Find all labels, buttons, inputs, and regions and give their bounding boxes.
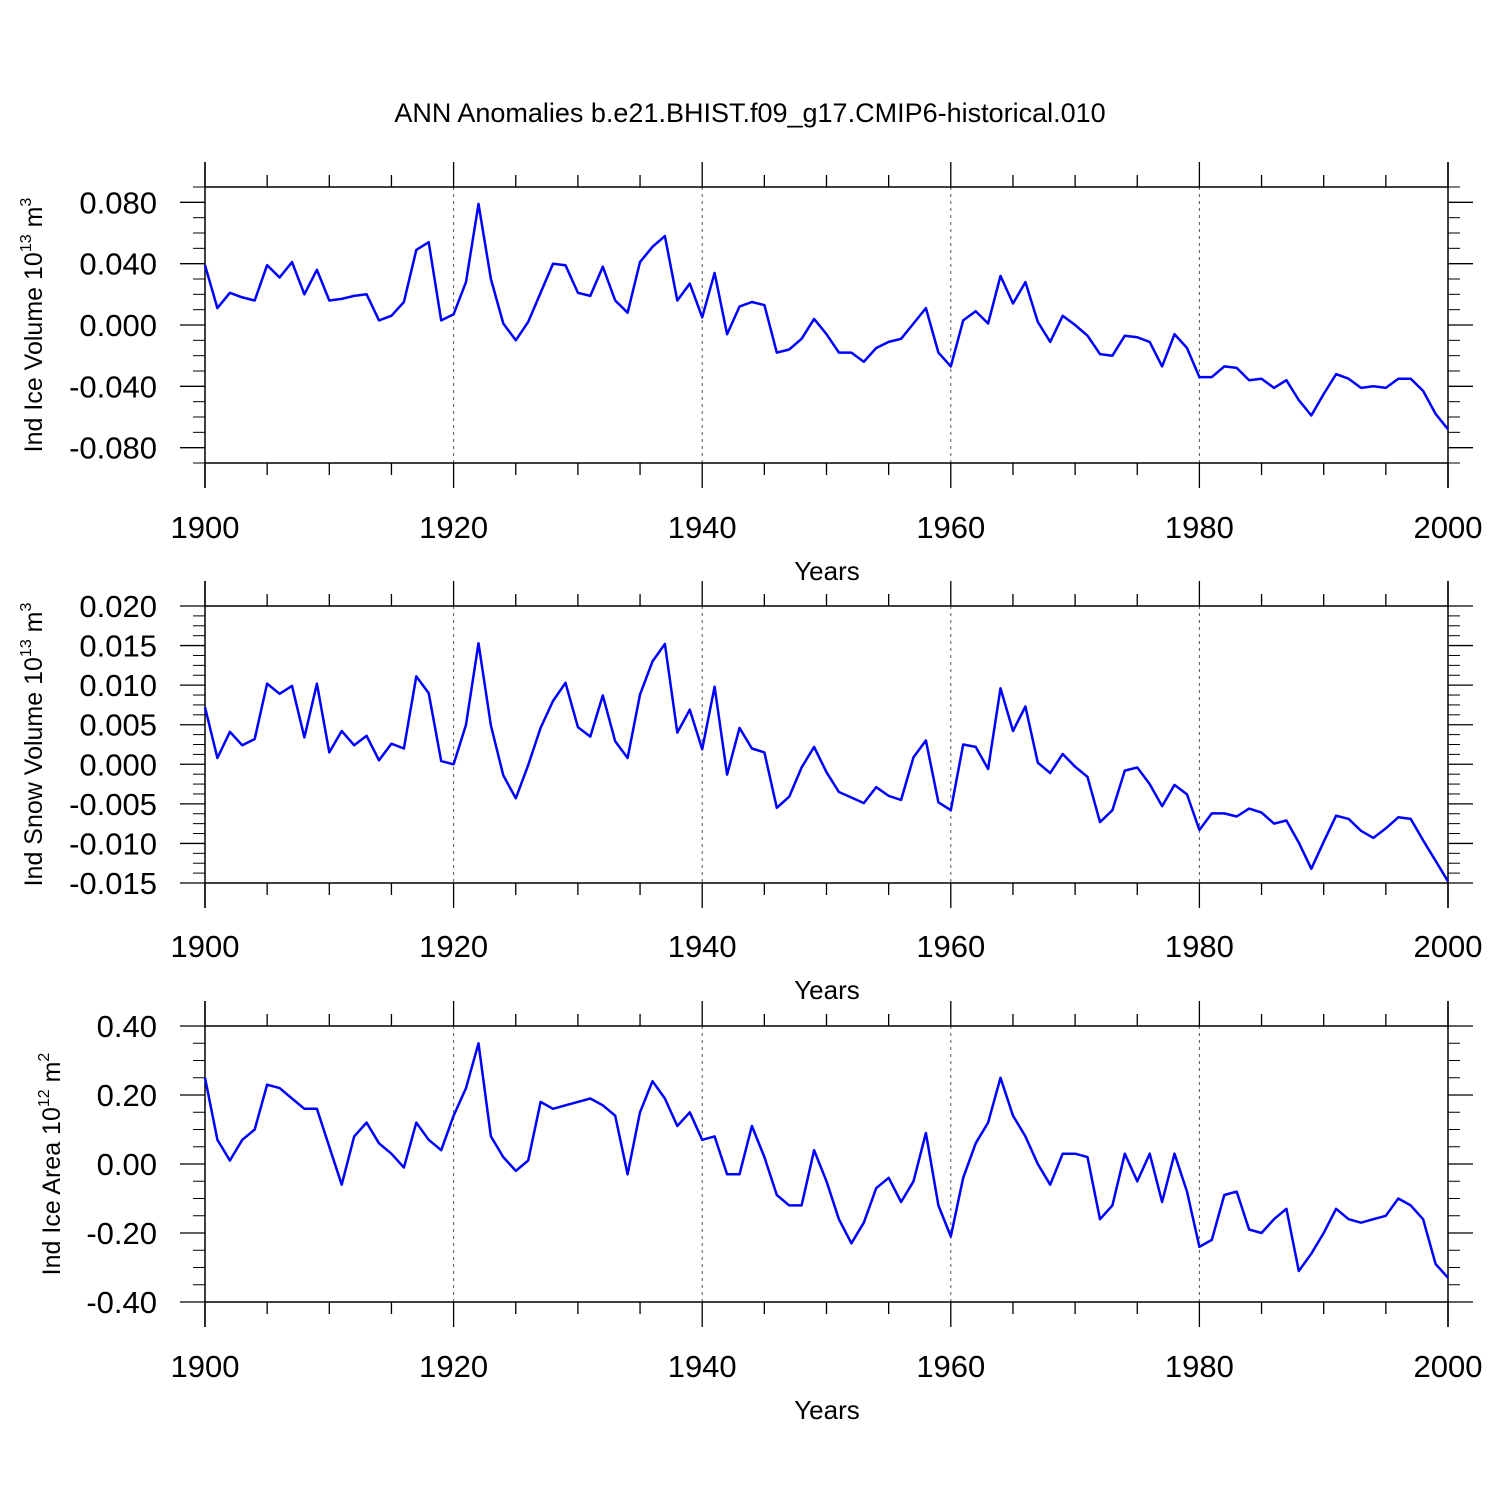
y-tick-label: 0.005 (79, 708, 157, 743)
y-axis-title-unit-exponent: 3 (18, 603, 35, 612)
x-tick-label: 1920 (419, 929, 488, 964)
x-tick-label: 1920 (419, 1349, 488, 1384)
x-tick-label: 2000 (1414, 1349, 1483, 1384)
chart-panel-1: 0.080 0.040 0.000 -0.040 -0.080 1900 1920 1940 1… (18, 162, 1482, 586)
y-tick-label: -0.040 (69, 369, 157, 404)
y-axis-title-unit-exponent: 2 (36, 1053, 53, 1062)
y-tick-label: 0.040 (79, 247, 157, 282)
y-tick-label: 0.080 (79, 185, 157, 220)
x-tick-label: 1900 (171, 510, 240, 545)
y-axis-title-text: Ind Ice Volume 10 (20, 252, 48, 452)
y-axis-title-text: Ind Snow Volume 10 (20, 657, 48, 886)
x-axis-title: Years (794, 975, 860, 1005)
series-line (203, 202, 1449, 431)
y-tick-label: -0.015 (69, 866, 157, 901)
y-tick-label: -0.005 (69, 787, 157, 822)
y-tick-label: 0.40 (97, 1009, 157, 1044)
x-tick-label: 2000 (1414, 929, 1483, 964)
x-tick-label: 1980 (1165, 510, 1234, 545)
x-tick-label: 1960 (916, 929, 985, 964)
y-axis-title-exponent: 13 (18, 234, 35, 252)
x-tick-label: 1960 (916, 1349, 985, 1384)
x-tick-label: 1940 (668, 1349, 737, 1384)
y-axis-title-exponent: 13 (18, 639, 35, 657)
x-tick-label: 1900 (171, 1349, 240, 1384)
y-tick-label: 0.010 (79, 668, 157, 703)
series-line (203, 1042, 1449, 1279)
y-tick-label: -0.080 (69, 431, 157, 466)
x-tick-label: 2000 (1414, 510, 1483, 545)
x-axis-title: Years (794, 556, 860, 586)
y-tick-label: -0.40 (86, 1285, 157, 1320)
y-axis-title-unit: m (20, 612, 48, 640)
page-title: ANN Anomalies b.e21.BHIST.f09_g17.CMIP6-… (394, 98, 1106, 128)
y-tick-label: 0.015 (79, 629, 157, 664)
y-axis-title-unit: m (20, 207, 48, 235)
y-tick-label: -0.010 (69, 826, 157, 861)
x-tick-label: 1960 (916, 510, 985, 545)
y-axis-title: Ind Ice Volume 1013 m3 (18, 198, 48, 453)
y-axis-title-unit: m (38, 1062, 66, 1090)
y-axis-title-exponent: 12 (36, 1089, 53, 1107)
chart-panel-3: 0.40 0.20 0.00 -0.20 -0.40 1900 1920 1940 1960 19… (36, 1001, 1482, 1425)
x-axis-title: Years (794, 1395, 860, 1425)
x-tick-label: 1900 (171, 929, 240, 964)
y-tick-label: 0.000 (79, 747, 157, 782)
x-tick-label: 1980 (1165, 1349, 1234, 1384)
y-axis-title: Ind Snow Volume 1013 m3 (18, 603, 48, 887)
y-tick-label: -0.20 (86, 1216, 157, 1251)
x-tick-label: 1940 (668, 929, 737, 964)
y-axis-title-text: Ind Ice Area 10 (38, 1107, 66, 1275)
x-tick-label: 1980 (1165, 929, 1234, 964)
y-axis-title: Ind Ice Area 1012 m2 (36, 1053, 66, 1276)
x-tick-label: 1940 (668, 510, 737, 545)
y-tick-label: 0.000 (79, 308, 157, 343)
y-axis-title-unit-exponent: 3 (18, 198, 35, 207)
y-tick-label: 0.20 (97, 1078, 157, 1113)
series-line (203, 641, 1450, 883)
x-tick-label: 1920 (419, 510, 488, 545)
chart-panel-2: 0.020 0.015 0.010 0.005 0.000 -0.005 -0.010 -0.… (18, 581, 1482, 1005)
y-tick-label: 0.00 (97, 1147, 157, 1182)
y-tick-label: 0.020 (79, 589, 157, 624)
